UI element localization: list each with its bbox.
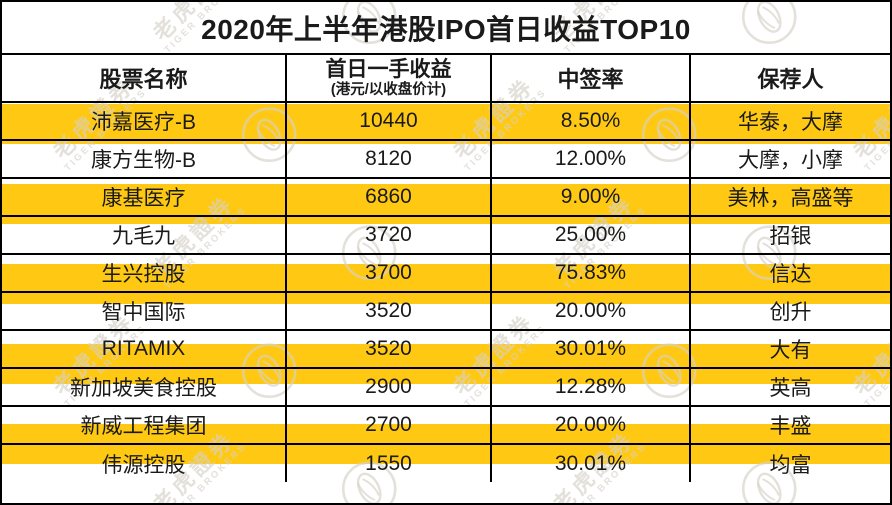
first-day-income-cell: 3520 (285, 292, 491, 330)
first-day-income-cell: 3520 (285, 330, 491, 368)
lottery-rate-cell: 12.28% (490, 368, 690, 406)
lottery-rate-cell: 25.00% (490, 216, 690, 254)
lottery-rate-cell: 20.00% (490, 292, 690, 330)
stock-name-cell: RITAMIX (101, 337, 186, 360)
col-header-lottery-rate: 中签率 (490, 55, 690, 102)
stock-name-cell: 康基医疗 (101, 187, 186, 210)
stock-name-cell: 智中国际 (101, 301, 186, 324)
table-row: 新加坡美食控股 2900 12.28% 英高 (2, 368, 890, 406)
sponsor-cell: 美林，高盛等 (689, 178, 890, 216)
table-row: 九毛九 3720 25.00% 招银 (2, 216, 890, 254)
stock-name-cell: 新威工程集团 (80, 415, 207, 438)
sponsor-cell: 招银 (689, 216, 890, 254)
header-row: 股票名称 首日一手收益 (港元/以收盘价计) 中签率 保荐人 (2, 55, 890, 102)
sponsor-cell: 英高 (689, 368, 890, 406)
first-day-income-cell: 2700 (285, 406, 491, 444)
table-row: 智中国际 3520 20.00% 创升 (2, 292, 890, 330)
first-day-income-cell: 10440 (285, 102, 491, 140)
table-row: 康基医疗 6860 9.00% 美林，高盛等 (2, 178, 890, 216)
table-row: RITAMIX 3520 30.01% 大有 (2, 330, 890, 368)
table-row: 新威工程集团 2700 20.00% 丰盛 (2, 406, 890, 444)
table-row: 沛嘉医疗-B 10440 8.50% 华泰，大摩 (2, 102, 890, 140)
col-header-first-day-income-sub: (港元/以收盘价计) (330, 81, 447, 98)
table-row: 康方生物-B 8120 12.00% 大摩，小摩 (2, 140, 890, 178)
first-day-income-cell: 3720 (285, 216, 491, 254)
first-day-income-cell: 6860 (285, 178, 491, 216)
stock-name-cell: 新加坡美食控股 (70, 377, 217, 400)
stock-name-cell: 生兴控股 (101, 263, 186, 286)
table-header: 股票名称 首日一手收益 (港元/以收盘价计) 中签率 保荐人 (2, 55, 890, 102)
stock-name-cell: 伟源控股 (101, 453, 186, 477)
sponsor-cell: 华泰，大摩 (689, 102, 890, 140)
col-header-first-day-income-main: 首日一手收益 (325, 57, 452, 81)
lottery-rate-cell: 12.00% (490, 140, 690, 178)
sponsor-cell: 信达 (689, 254, 890, 292)
col-header-sponsor: 保荐人 (689, 55, 890, 102)
lottery-rate-cell: 20.00% (490, 406, 690, 444)
sponsor-cell: 大摩，小摩 (689, 140, 890, 178)
stock-name-cell: 九毛九 (112, 225, 175, 248)
first-day-income-cell: 1550 (285, 444, 491, 482)
first-day-income-cell: 8120 (285, 140, 491, 178)
col-header-stock-name: 股票名称 (99, 67, 188, 92)
lottery-rate-cell: 30.01% (490, 330, 690, 368)
page-title: 2020年上半年港股IPO首日收益TOP10 (2, 2, 890, 55)
table-row: 伟源控股 1550 30.01% 均富 (2, 444, 890, 482)
ipo-top10-table: 股票名称 首日一手收益 (港元/以收盘价计) 中签率 保荐人 沛嘉医疗-B 10… (2, 55, 890, 482)
first-day-income-cell: 2900 (285, 368, 491, 406)
first-day-income-cell: 3700 (285, 254, 491, 292)
sponsor-cell: 均富 (689, 444, 890, 482)
sponsor-cell: 丰盛 (689, 406, 890, 444)
lottery-rate-cell: 30.01% (490, 444, 690, 482)
lottery-rate-cell: 9.00% (490, 178, 690, 216)
stock-name-cell: 康方生物-B (91, 149, 196, 172)
col-header-first-day-income: 首日一手收益 (港元/以收盘价计) (285, 55, 491, 102)
stock-name-cell: 沛嘉医疗-B (91, 111, 196, 134)
sponsor-cell: 创升 (689, 292, 890, 330)
table-body: 沛嘉医疗-B 10440 8.50% 华泰，大摩 康方生物-B 8120 12.… (2, 102, 890, 482)
sponsor-cell: 大有 (689, 330, 890, 368)
lottery-rate-cell: 75.83% (490, 254, 690, 292)
lottery-rate-cell: 8.50% (490, 102, 690, 140)
table-row: 生兴控股 3700 75.83% 信达 (2, 254, 890, 292)
